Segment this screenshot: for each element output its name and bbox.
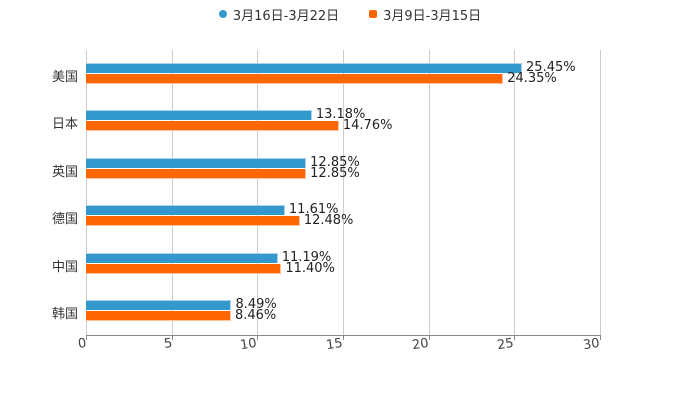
bar-series-a[interactable] <box>86 252 278 263</box>
value-label: 8.49% <box>235 297 277 313</box>
legend-circle-icon <box>218 10 227 18</box>
legend-item-series-a[interactable]: 3月16日-3月22日 <box>218 4 340 24</box>
gridline <box>600 50 601 335</box>
gridline <box>172 50 173 335</box>
gridline <box>343 50 344 335</box>
gridline <box>514 50 515 335</box>
x-axis-tick-label: 25 <box>496 336 516 354</box>
bar-series-b[interactable] <box>86 73 504 84</box>
bar-series-b[interactable] <box>86 263 282 274</box>
value-label: 12.48% <box>303 213 354 229</box>
category-label: 美国 <box>51 69 78 85</box>
x-axis-line <box>86 335 600 336</box>
value-label: 24.35% <box>507 70 557 86</box>
category-label: 英国 <box>51 164 78 180</box>
legend-item-series-b[interactable]: 3月9日-3月15日 <box>369 4 481 24</box>
bar-series-a[interactable] <box>86 110 312 121</box>
gridline <box>257 50 258 335</box>
legend-label: 3月16日-3月22日 <box>232 8 340 24</box>
bar-series-b[interactable] <box>86 168 307 179</box>
bar-series-a[interactable] <box>86 300 232 311</box>
x-axis-tick-label: 0 <box>76 336 88 353</box>
x-axis-tick-label: 30 <box>582 336 602 354</box>
value-label: 25.45% <box>526 59 576 75</box>
value-label: 12.85% <box>310 165 360 181</box>
x-axis-tick-label: 20 <box>411 336 431 354</box>
bar-series-b[interactable] <box>86 121 339 132</box>
value-label: 8.46% <box>234 308 277 324</box>
x-axis-tick-label: 10 <box>239 336 259 354</box>
x-axis-tick <box>343 335 344 340</box>
x-axis-tick <box>514 335 515 340</box>
bar-series-a[interactable] <box>86 62 523 73</box>
category-label: 日本 <box>51 117 78 133</box>
value-label: 13.18% <box>315 107 366 123</box>
bar-series-a[interactable] <box>86 157 307 168</box>
x-axis-tick <box>600 335 601 340</box>
x-axis-tick <box>257 335 258 340</box>
category-label: 德国 <box>51 212 78 228</box>
gridline <box>86 50 87 335</box>
value-label: 11.61% <box>288 202 339 218</box>
category-label: 韩国 <box>51 307 78 323</box>
bar-series-b[interactable] <box>86 311 231 322</box>
legend-square-icon <box>369 10 378 18</box>
value-label: 12.85% <box>310 154 360 170</box>
gridline <box>429 50 430 335</box>
category-label: 中国 <box>51 259 78 275</box>
value-label: 11.40% <box>285 260 335 276</box>
legend-label: 3月9日-3月15日 <box>383 8 482 24</box>
x-axis-tick-label: 15 <box>325 336 345 354</box>
x-axis-tick-label: 5 <box>162 336 174 353</box>
bar-series-a[interactable] <box>86 205 285 216</box>
chart-legend: 3月16日-3月22日 3月9日-3月15日 <box>0 4 700 24</box>
x-axis-tick <box>172 335 173 340</box>
bar-series-b[interactable] <box>86 216 300 227</box>
x-axis-tick <box>86 335 87 340</box>
value-label: 11.19% <box>281 249 332 265</box>
x-axis-tick <box>429 335 430 340</box>
value-label: 14.76% <box>342 118 393 134</box>
